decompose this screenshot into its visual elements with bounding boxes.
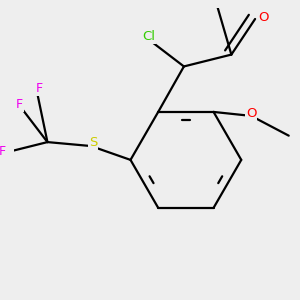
Text: F: F xyxy=(16,98,23,111)
Text: S: S xyxy=(89,136,97,148)
Text: O: O xyxy=(258,11,268,23)
Text: Cl: Cl xyxy=(142,30,155,43)
Text: F: F xyxy=(0,146,5,158)
Text: O: O xyxy=(246,107,256,120)
Text: F: F xyxy=(36,82,43,95)
